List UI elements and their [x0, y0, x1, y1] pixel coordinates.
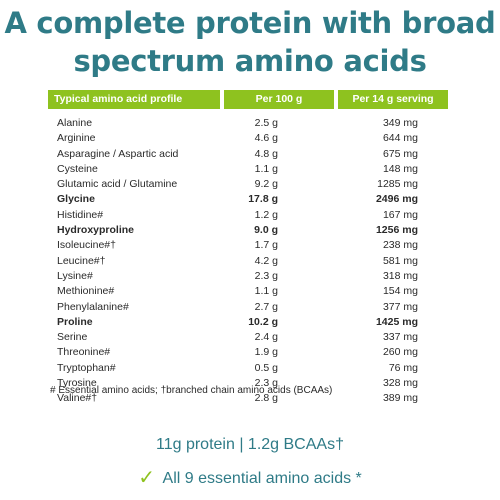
amino-acid-name: Asparagine / Aspartic acid	[57, 147, 179, 160]
per-serving-value: 1256 mg	[375, 224, 418, 237]
per-serving-value: 148 mg	[382, 162, 418, 175]
check-icon: ✓	[138, 467, 155, 489]
amino-acid-name: Histidine#	[57, 208, 104, 221]
per-100g-value: 2.7 g	[254, 300, 278, 313]
table-row: Arginine 4.6 g 644 mg	[48, 131, 452, 146]
table-row: Glycine 17.8 g 2496 mg	[48, 192, 452, 207]
amino-acid-name: Glycine	[57, 193, 95, 206]
per-serving-value: 337 mg	[382, 331, 418, 344]
header-per-100g: Per 100 g	[224, 90, 334, 109]
table-row: Proline 10.2 g 1425 mg	[48, 315, 452, 330]
essential-amino-summary: ✓ All 9 essential amino acids *	[0, 465, 500, 490]
per-100g-value: 10.2 g	[248, 315, 278, 328]
table-row: Asparagine / Aspartic acid 4.8 g 675 mg	[48, 147, 452, 162]
amino-acid-name: Valine#†	[57, 392, 98, 405]
per-serving-value: 76 mg	[388, 361, 418, 374]
amino-acid-name: Tyrosine	[57, 377, 97, 390]
per-serving-value: 318 mg	[382, 269, 418, 282]
amino-acid-name: Lysine#	[57, 269, 93, 282]
table-row: Tryptophan# 0.5 g 76 mg	[48, 361, 452, 376]
per-serving-value: 154 mg	[382, 285, 418, 298]
footnote: # Essential amino acids; †branched chain…	[50, 385, 333, 396]
amino-acid-name: Glutamic acid / Glutamine	[57, 178, 178, 191]
table-row: Isoleucine#† 1.7 g 238 mg	[48, 238, 452, 253]
per-100g-value: 2.8 g	[254, 392, 278, 405]
protein-summary: 11g protein | 1.2g BCAAs†	[156, 436, 344, 453]
amino-acid-name: Hydroxyproline	[57, 224, 135, 237]
table-body: Alanine 2.5 g 349 mg Arginine 4.6 g 644 mg Asp…	[48, 116, 452, 407]
table-row: Threonine# 1.9 g 260 mg	[48, 345, 452, 360]
header-per-serving: Per 14 g serving	[338, 90, 448, 109]
header-amino-acid: Typical amino acid profile	[48, 90, 220, 109]
table-row: Methionine# 1.1 g 154 mg	[48, 284, 452, 299]
per-serving-value: 238 mg	[382, 239, 418, 252]
amino-acid-table: Typical amino acid profile Per 100 g Per…	[48, 90, 452, 407]
essential-amino-text: All 9 essential amino acids *	[162, 470, 362, 487]
table-row: Hydroxyproline 9.0 g 1256 mg	[48, 223, 452, 238]
per-100g-value: 1.1 g	[254, 285, 278, 298]
amino-acid-name: Leucine#†	[57, 254, 106, 267]
amino-acid-name: Cysteine	[57, 162, 98, 175]
per-100g-value: 2.5 g	[254, 117, 278, 129]
per-serving-value: 260 mg	[382, 346, 418, 359]
amino-acid-name: Serine	[57, 331, 88, 344]
amino-acid-name: Arginine	[57, 132, 96, 145]
amino-acid-name: Threonine#	[57, 346, 111, 359]
amino-acid-name: Proline	[57, 315, 93, 328]
per-100g-value: 1.7 g	[254, 239, 278, 252]
per-serving-value: 2496 mg	[375, 193, 418, 206]
per-serving-value: 675 mg	[382, 147, 418, 160]
per-100g-value: 2.3 g	[254, 269, 278, 282]
per-100g-value: 1.1 g	[254, 162, 278, 175]
per-100g-value: 4.2 g	[254, 254, 278, 267]
per-100g-value: 9.0 g	[254, 224, 278, 237]
table-row: Phenylalanine# 2.7 g 377 mg	[48, 300, 452, 315]
amino-acid-name: Tryptophan#	[57, 361, 116, 374]
table-row: Valine#† 2.8 g 389 mg	[48, 391, 452, 406]
per-serving-value: 167 mg	[382, 208, 418, 221]
per-serving-value: 377 mg	[382, 300, 418, 313]
per-serving-value: 644 mg	[382, 132, 418, 145]
table-row: Histidine# 1.2 g 167 mg	[48, 208, 452, 223]
table-header: Typical amino acid profile Per 100 g Per…	[48, 90, 452, 109]
title-line-1: A complete protein with broad	[4, 6, 496, 40]
per-100g-value: 4.6 g	[254, 132, 278, 145]
table-row: Alanine 2.5 g 349 mg	[48, 116, 452, 131]
per-100g-value: 9.2 g	[254, 178, 278, 191]
per-serving-value: 581 mg	[382, 254, 418, 267]
per-serving-value: 328 mg	[382, 377, 418, 390]
per-serving-value: 1285 mg	[377, 178, 418, 191]
per-100g-value: 1.2 g	[254, 208, 278, 221]
per-100g-value: 1.9 g	[254, 346, 278, 359]
amino-acid-name: Isoleucine#†	[57, 239, 116, 252]
title-line-2: spectrum amino acids	[73, 44, 427, 78]
per-serving-value: 349 mg	[382, 117, 418, 129]
page-title: A complete protein with broad spectrum a…	[0, 4, 500, 80]
amino-acid-name: Methionine#	[57, 285, 115, 298]
per-100g-value: 2.3 g	[254, 377, 278, 390]
table-row: Serine 2.4 g 337 mg	[48, 330, 452, 345]
per-serving-value: 1425 mg	[375, 315, 418, 328]
amino-acid-name: Alanine	[57, 117, 93, 129]
table-row: Cysteine 1.1 g 148 mg	[48, 162, 452, 177]
per-100g-value: 2.4 g	[254, 331, 278, 344]
table-row: Lysine# 2.3 g 318 mg	[48, 269, 452, 284]
table-row: Leucine#† 4.2 g 581 mg	[48, 254, 452, 269]
per-100g-value: 4.8 g	[254, 147, 278, 160]
amino-acid-name: Phenylalanine#	[57, 300, 129, 313]
per-100g-value: 0.5 g	[254, 361, 278, 374]
table-row: Tyrosine 2.3 g 328 mg	[48, 376, 452, 391]
per-serving-value: 389 mg	[382, 392, 418, 405]
per-100g-value: 17.8 g	[248, 193, 278, 206]
table-row: Glutamic acid / Glutamine 9.2 g 1285 mg	[48, 177, 452, 192]
